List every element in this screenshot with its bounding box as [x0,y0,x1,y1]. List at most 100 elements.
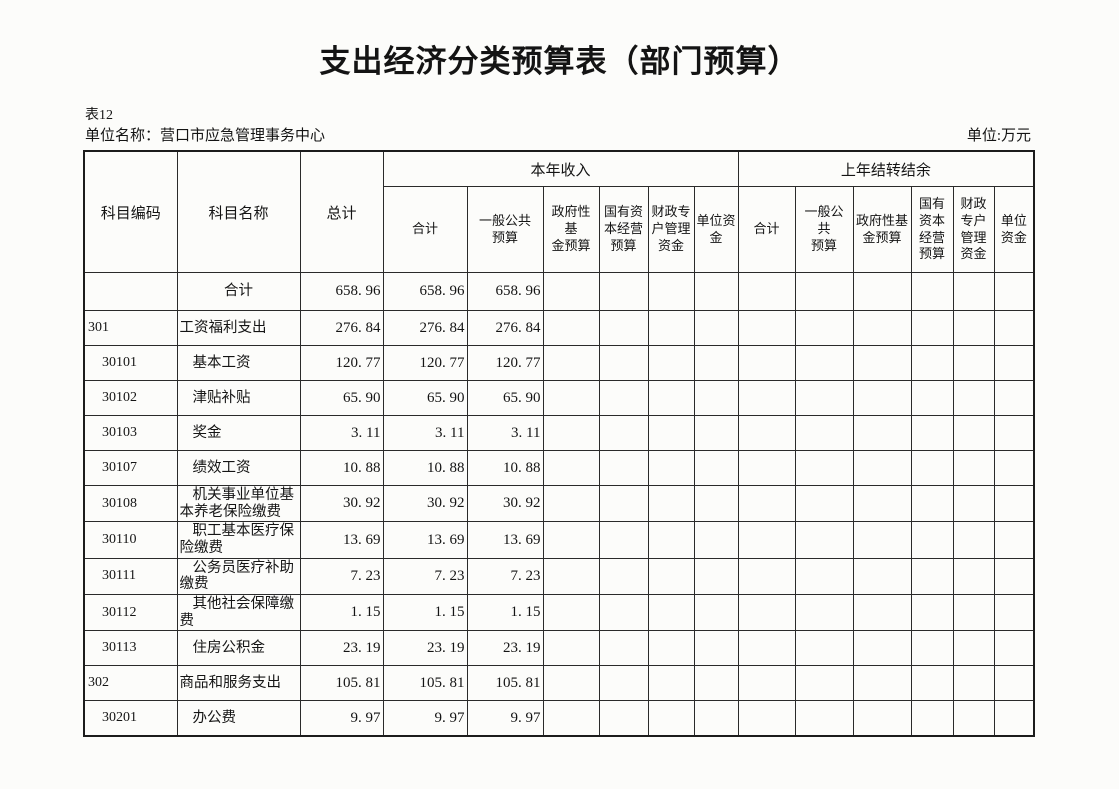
cell-value [647,272,695,311]
cell-value [910,272,954,311]
cell-value [693,594,739,632]
cell-value [542,521,600,559]
table-row: 30113 住房公积金 23. 19 23. 19 23. 19 [83,630,1035,667]
cell-value [693,450,739,486]
cell-value [542,484,600,523]
cell-value: 9. 97 [466,700,544,737]
cell-value [693,345,739,381]
cell-value [737,380,796,416]
cell-value: 65. 90 [382,380,468,416]
cell-subject-name: 工资福利支出 [176,310,301,346]
cell-value [952,380,995,416]
cell-subject-name: 住房公积金 [176,630,301,667]
table-row: 302 商品和服务支出 105. 81 105. 81 105. 81 [83,665,1035,702]
cell-value: 105. 81 [299,665,384,702]
cell-value [794,415,854,451]
cell-subject-name: 基本工资 [176,345,301,381]
col-group-prior-year-carryover: 上年结转结余 [737,150,1035,187]
cell-value [993,310,1035,346]
cell-value [993,345,1035,381]
cell-value: 120. 77 [466,345,544,381]
cell-value [993,665,1035,702]
cell-value [693,484,739,523]
cell-value: 7. 23 [299,557,384,596]
cell-value: 120. 77 [382,345,468,381]
cell-value [693,380,739,416]
cell-value: 10. 88 [382,450,468,486]
col-header-income-general-public-budget: 一般公共 预算 [466,186,544,273]
cell-value [910,594,954,632]
cell-value [794,557,854,596]
cell-value [542,700,600,737]
col-header-carryover-total: 合计 [737,186,796,273]
col-group-current-year-income: 本年收入 [382,150,739,187]
cell-value: 276. 84 [299,310,384,346]
cell-subject-name: 其他社会保障缴费 [176,594,301,632]
cell-value [910,484,954,523]
col-header-carryover-general-public-budget: 一般公 共 预算 [794,186,854,273]
page-title: 支出经济分类预算表（部门预算） [319,44,800,79]
cell-value [737,272,796,311]
header-sub-row: 合计 一般公共 预算 政府性基 金预算 国有资 本经营 预算 财政专 户管理 资… [84,186,1035,273]
cell-value [598,700,649,737]
col-header-carryover-state-capital-budget: 国有 资本 经营 预算 [910,186,954,273]
cell-value [542,630,600,667]
col-header-income-state-capital-budget: 国有资 本经营 预算 [598,186,649,273]
col-header-carryover-government-fund-budget: 政府性基 金预算 [852,186,912,273]
cell-value: 10. 88 [466,450,544,486]
col-header-carryover-unit-funds: 单位 资金 [993,186,1035,273]
cell-value [852,415,912,451]
table-number: 表12 [85,108,113,123]
cell-value [993,272,1035,311]
cell-value [952,700,995,737]
cell-value [852,521,912,559]
cell-value [910,380,954,416]
cell-value: 13. 69 [299,521,384,559]
cell-value [952,521,995,559]
cell-value [952,450,995,486]
cell-value [993,521,1035,559]
header-group-row: 科目编码 科目名称 总计 本年收入 上年结转结余 [83,150,1035,273]
cell-subject-code: 301 [83,310,178,346]
cell-value [852,484,912,523]
cell-value [993,557,1035,596]
cell-value [852,665,912,702]
cell-value [852,450,912,486]
cell-value [794,380,854,416]
table-row: 30103 奖金 3. 11 3. 11 3. 11 [83,415,1035,451]
cell-value [737,630,796,667]
table-row: 301 工资福利支出 276. 84 276. 84 276. 84 [83,310,1035,346]
cell-value [910,450,954,486]
table-row: 30112 其他社会保障缴费 1. 15 1. 15 1. 15 [83,594,1035,632]
cell-subject-code: 30101 [83,345,178,381]
cell-subject-code: 30102 [83,380,178,416]
cell-value [794,665,854,702]
col-header-subject-code: 科目编码 [83,150,178,273]
cell-value [737,345,796,381]
table-row: 30108 机关事业单位基本养老保险缴费 30. 92 30. 92 30. 92 [83,484,1035,523]
table-row: 30107 绩效工资 10. 88 10. 88 10. 88 [83,450,1035,486]
cell-value [952,484,995,523]
cell-value [910,521,954,559]
cell-value [647,484,695,523]
cell-subject-code: 30110 [83,521,178,559]
cell-value [598,665,649,702]
cell-value [598,630,649,667]
cell-value: 276. 84 [466,310,544,346]
cell-value [598,272,649,311]
cell-value [794,484,854,523]
col-header-income-government-fund-budget: 政府性基 金预算 [542,186,600,273]
cell-subject-code: 30107 [83,450,178,486]
cell-subject-code: 302 [83,665,178,702]
cell-subject-name: 公务员医疗补助缴费 [176,557,301,596]
cell-value [737,310,796,346]
cell-value [737,521,796,559]
budget-table: 科目编码 科目名称 总计 本年收入 上年结转结余 合计 一般公共 预算 政府性基… [83,150,1036,737]
cell-value: 3. 11 [466,415,544,451]
table-row: 30201 办公费 9. 97 9. 97 9. 97 [83,700,1035,737]
cell-subject-code: 30111 [83,557,178,596]
cell-value: 30. 92 [466,484,544,523]
cell-subject-name: 办公费 [176,700,301,737]
cell-value [737,700,796,737]
cell-value: 30. 92 [299,484,384,523]
